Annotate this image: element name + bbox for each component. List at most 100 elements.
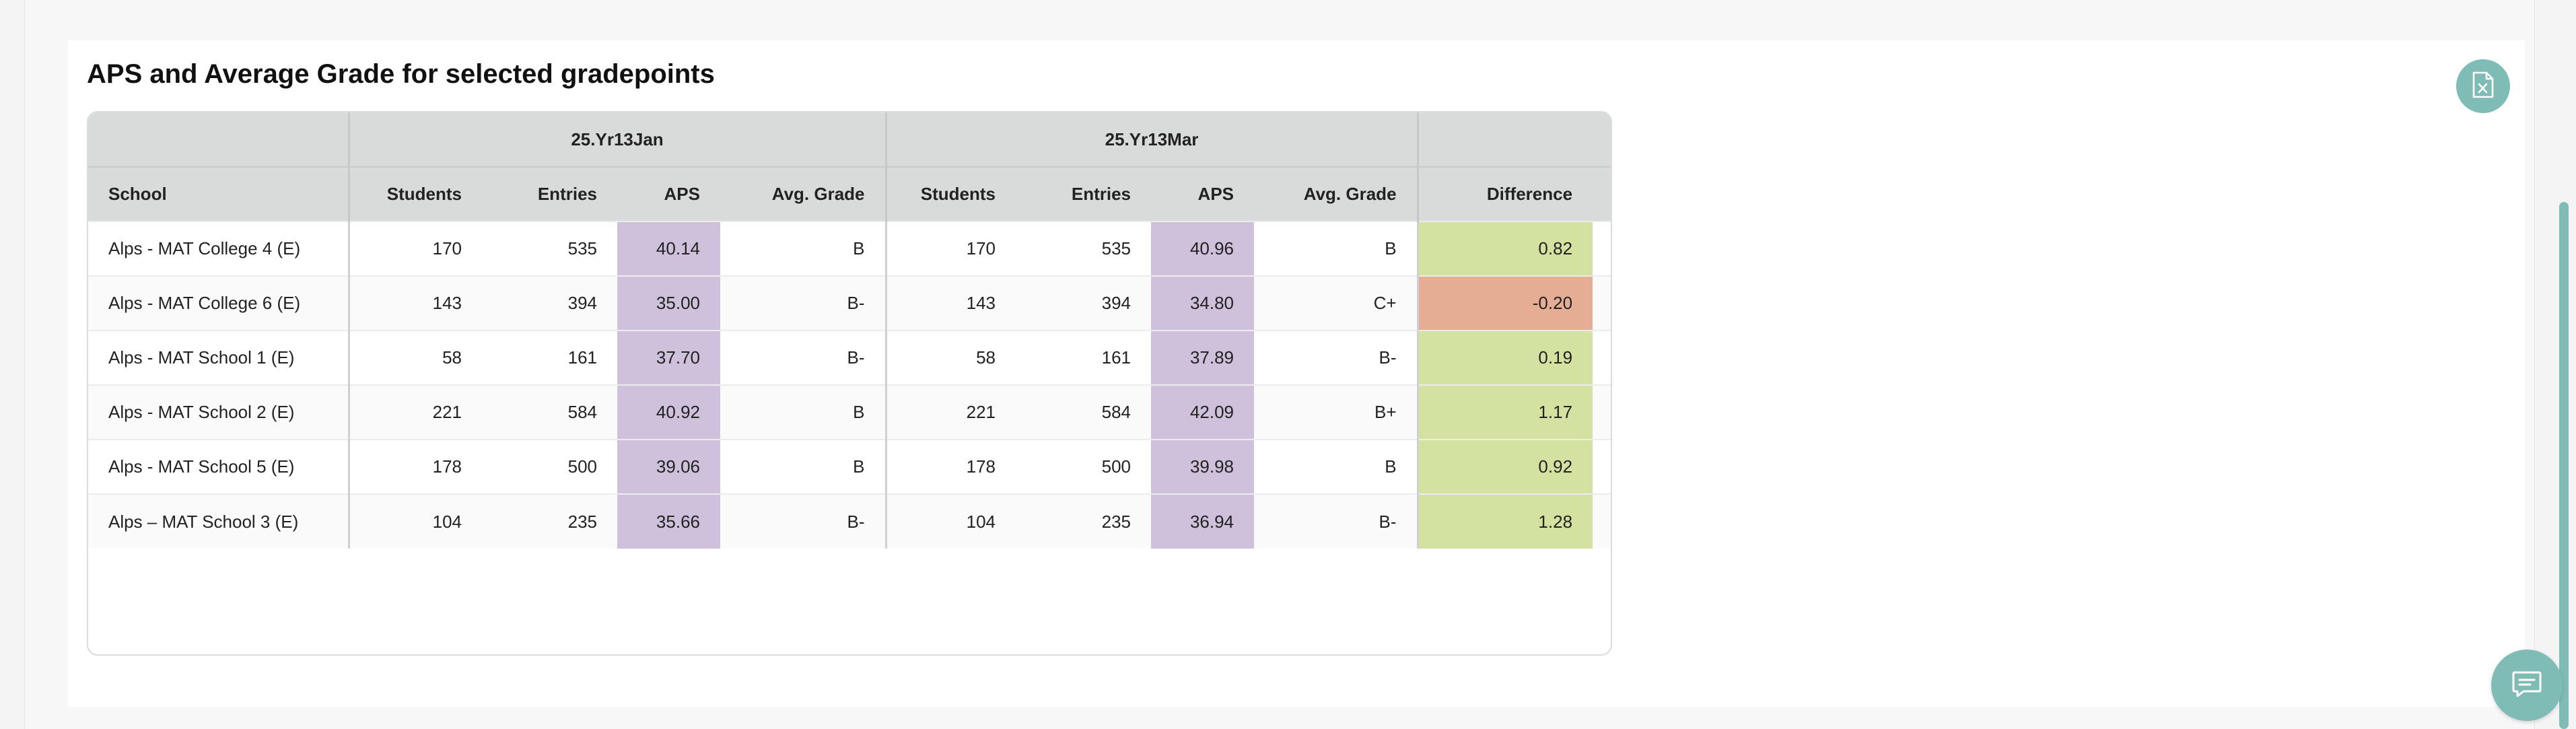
cell-difference: 1.28: [1416, 493, 1593, 549]
group-header-empty: [88, 112, 349, 167]
table-row: Alps - MAT School 1 (E) 58 161 37.70 B- …: [88, 330, 1611, 385]
column-header-jan-aps[interactable]: APS: [617, 166, 720, 221]
cell-mar-aps: 34.80: [1151, 275, 1255, 331]
cell-jan-entries: 584: [482, 384, 617, 440]
table-row: Alps - MAT College 6 (E) 143 394 35.00 B…: [88, 275, 1611, 331]
cell-mar-aps: 37.89: [1151, 330, 1255, 385]
cell-jan-aps: 40.92: [617, 384, 720, 440]
column-header-pad: [1593, 166, 1611, 221]
cell-jan-grade: B: [720, 384, 886, 440]
chat-icon: [2511, 670, 2542, 701]
cell-jan-grade: B-: [720, 493, 886, 549]
table-row: Alps - MAT School 2 (E) 221 584 40.92 B …: [88, 384, 1611, 440]
cell-jan-aps: 35.00: [617, 275, 720, 331]
section-title: APS and Average Grade for selected grade…: [87, 59, 715, 89]
aps-grade-table: 25.Yr13Jan 25.Yr13Mar School Students En…: [88, 112, 1611, 549]
cell-mar-students: 104: [884, 493, 1016, 549]
cell-jan-students: 178: [347, 439, 482, 494]
cell-school: Alps - MAT College 6 (E): [88, 275, 349, 331]
cell-jan-grade: B: [720, 221, 886, 276]
aps-grade-table-container: 25.Yr13Jan 25.Yr13Mar School Students En…: [87, 111, 1612, 656]
cell-school: Alps – MAT School 3 (E): [88, 493, 349, 549]
cell-jan-entries: 394: [482, 275, 617, 331]
column-header-row: School Students Entries APS Avg. Grade S…: [88, 166, 1611, 221]
cell-school: Alps - MAT College 4 (E): [88, 221, 349, 276]
cell-mar-aps: 42.09: [1151, 384, 1255, 440]
cell-jan-entries: 535: [482, 221, 617, 276]
column-header-mar-entries[interactable]: Entries: [1016, 166, 1152, 221]
cell-jan-students: 143: [347, 275, 482, 331]
cell-jan-aps: 39.06: [617, 439, 720, 494]
cell-mar-grade: B-: [1254, 330, 1418, 385]
cell-jan-aps: 40.14: [617, 221, 720, 276]
group-header-row: 25.Yr13Jan 25.Yr13Mar: [88, 112, 1611, 167]
cell-pad: [1593, 330, 1611, 385]
group-header-mar: 25.Yr13Mar: [884, 112, 1418, 167]
cell-pad: [1593, 439, 1611, 494]
cell-jan-entries: 235: [482, 493, 617, 549]
cell-mar-entries: 235: [1016, 493, 1152, 549]
cell-mar-entries: 584: [1016, 384, 1152, 440]
cell-jan-students: 58: [347, 330, 482, 385]
table-row: Alps - MAT School 5 (E) 178 500 39.06 B …: [88, 439, 1611, 494]
cell-mar-entries: 500: [1016, 439, 1152, 494]
cell-pad: [1593, 221, 1611, 276]
cell-pad: [1593, 493, 1611, 549]
cell-mar-grade: B+: [1254, 384, 1418, 440]
column-header-jan-students[interactable]: Students: [347, 166, 482, 221]
column-header-jan-avg-grade[interactable]: Avg. Grade: [720, 166, 886, 221]
cell-mar-students: 170: [884, 221, 1016, 276]
cell-jan-students: 221: [347, 384, 482, 440]
cell-mar-aps: 36.94: [1151, 493, 1255, 549]
column-header-jan-entries[interactable]: Entries: [482, 166, 617, 221]
table-row: Alps – MAT School 3 (E) 104 235 35.66 B-…: [88, 493, 1611, 549]
cell-jan-entries: 500: [482, 439, 617, 494]
column-header-difference[interactable]: Difference: [1416, 166, 1593, 221]
cell-pad: [1593, 275, 1611, 331]
cell-jan-grade: B-: [720, 330, 886, 385]
scrollbar-thumb[interactable]: [2559, 202, 2569, 729]
group-header-jan: 25.Yr13Jan: [347, 112, 886, 167]
cell-mar-students: 178: [884, 439, 1016, 494]
cell-difference: 1.17: [1416, 384, 1593, 440]
table-row: Alps - MAT College 4 (E) 170 535 40.14 B…: [88, 221, 1611, 276]
cell-mar-aps: 40.96: [1151, 221, 1255, 276]
cell-mar-entries: 394: [1016, 275, 1152, 331]
cell-jan-grade: B: [720, 439, 886, 494]
cell-difference: 0.92: [1416, 439, 1593, 494]
cell-difference: -0.20: [1416, 275, 1593, 331]
column-header-mar-avg-grade[interactable]: Avg. Grade: [1254, 166, 1418, 221]
cell-mar-grade: C+: [1254, 275, 1418, 331]
cell-school: Alps - MAT School 2 (E): [88, 384, 349, 440]
cell-pad: [1593, 384, 1611, 440]
column-header-mar-aps[interactable]: APS: [1151, 166, 1255, 221]
cell-mar-entries: 161: [1016, 330, 1152, 385]
cell-jan-students: 170: [347, 221, 482, 276]
cell-mar-grade: B: [1254, 221, 1418, 276]
cell-difference: 0.82: [1416, 221, 1593, 276]
cell-jan-entries: 161: [482, 330, 617, 385]
cell-jan-students: 104: [347, 493, 482, 549]
column-header-school[interactable]: School: [88, 166, 349, 221]
excel-export-icon: [2472, 71, 2495, 102]
chat-button[interactable]: [2491, 650, 2563, 721]
cell-mar-entries: 535: [1016, 221, 1152, 276]
cell-school: Alps - MAT School 1 (E): [88, 330, 349, 385]
cell-mar-students: 58: [884, 330, 1016, 385]
cell-difference: 0.19: [1416, 330, 1593, 385]
group-header-pad: [1593, 112, 1611, 167]
cell-mar-students: 143: [884, 275, 1016, 331]
group-header-diff-empty: [1416, 112, 1593, 167]
cell-jan-grade: B-: [720, 275, 886, 331]
report-card: APS and Average Grade for selected grade…: [68, 40, 2525, 707]
cell-jan-aps: 35.66: [617, 493, 720, 549]
cell-school: Alps - MAT School 5 (E): [88, 439, 349, 494]
page-container: APS and Average Grade for selected grade…: [24, 0, 2535, 729]
column-header-mar-students[interactable]: Students: [884, 166, 1016, 221]
cell-mar-aps: 39.98: [1151, 439, 1255, 494]
export-excel-button[interactable]: [2456, 59, 2510, 113]
cell-jan-aps: 37.70: [617, 330, 720, 385]
cell-mar-grade: B: [1254, 439, 1418, 494]
cell-mar-students: 221: [884, 384, 1016, 440]
cell-mar-grade: B-: [1254, 493, 1418, 549]
